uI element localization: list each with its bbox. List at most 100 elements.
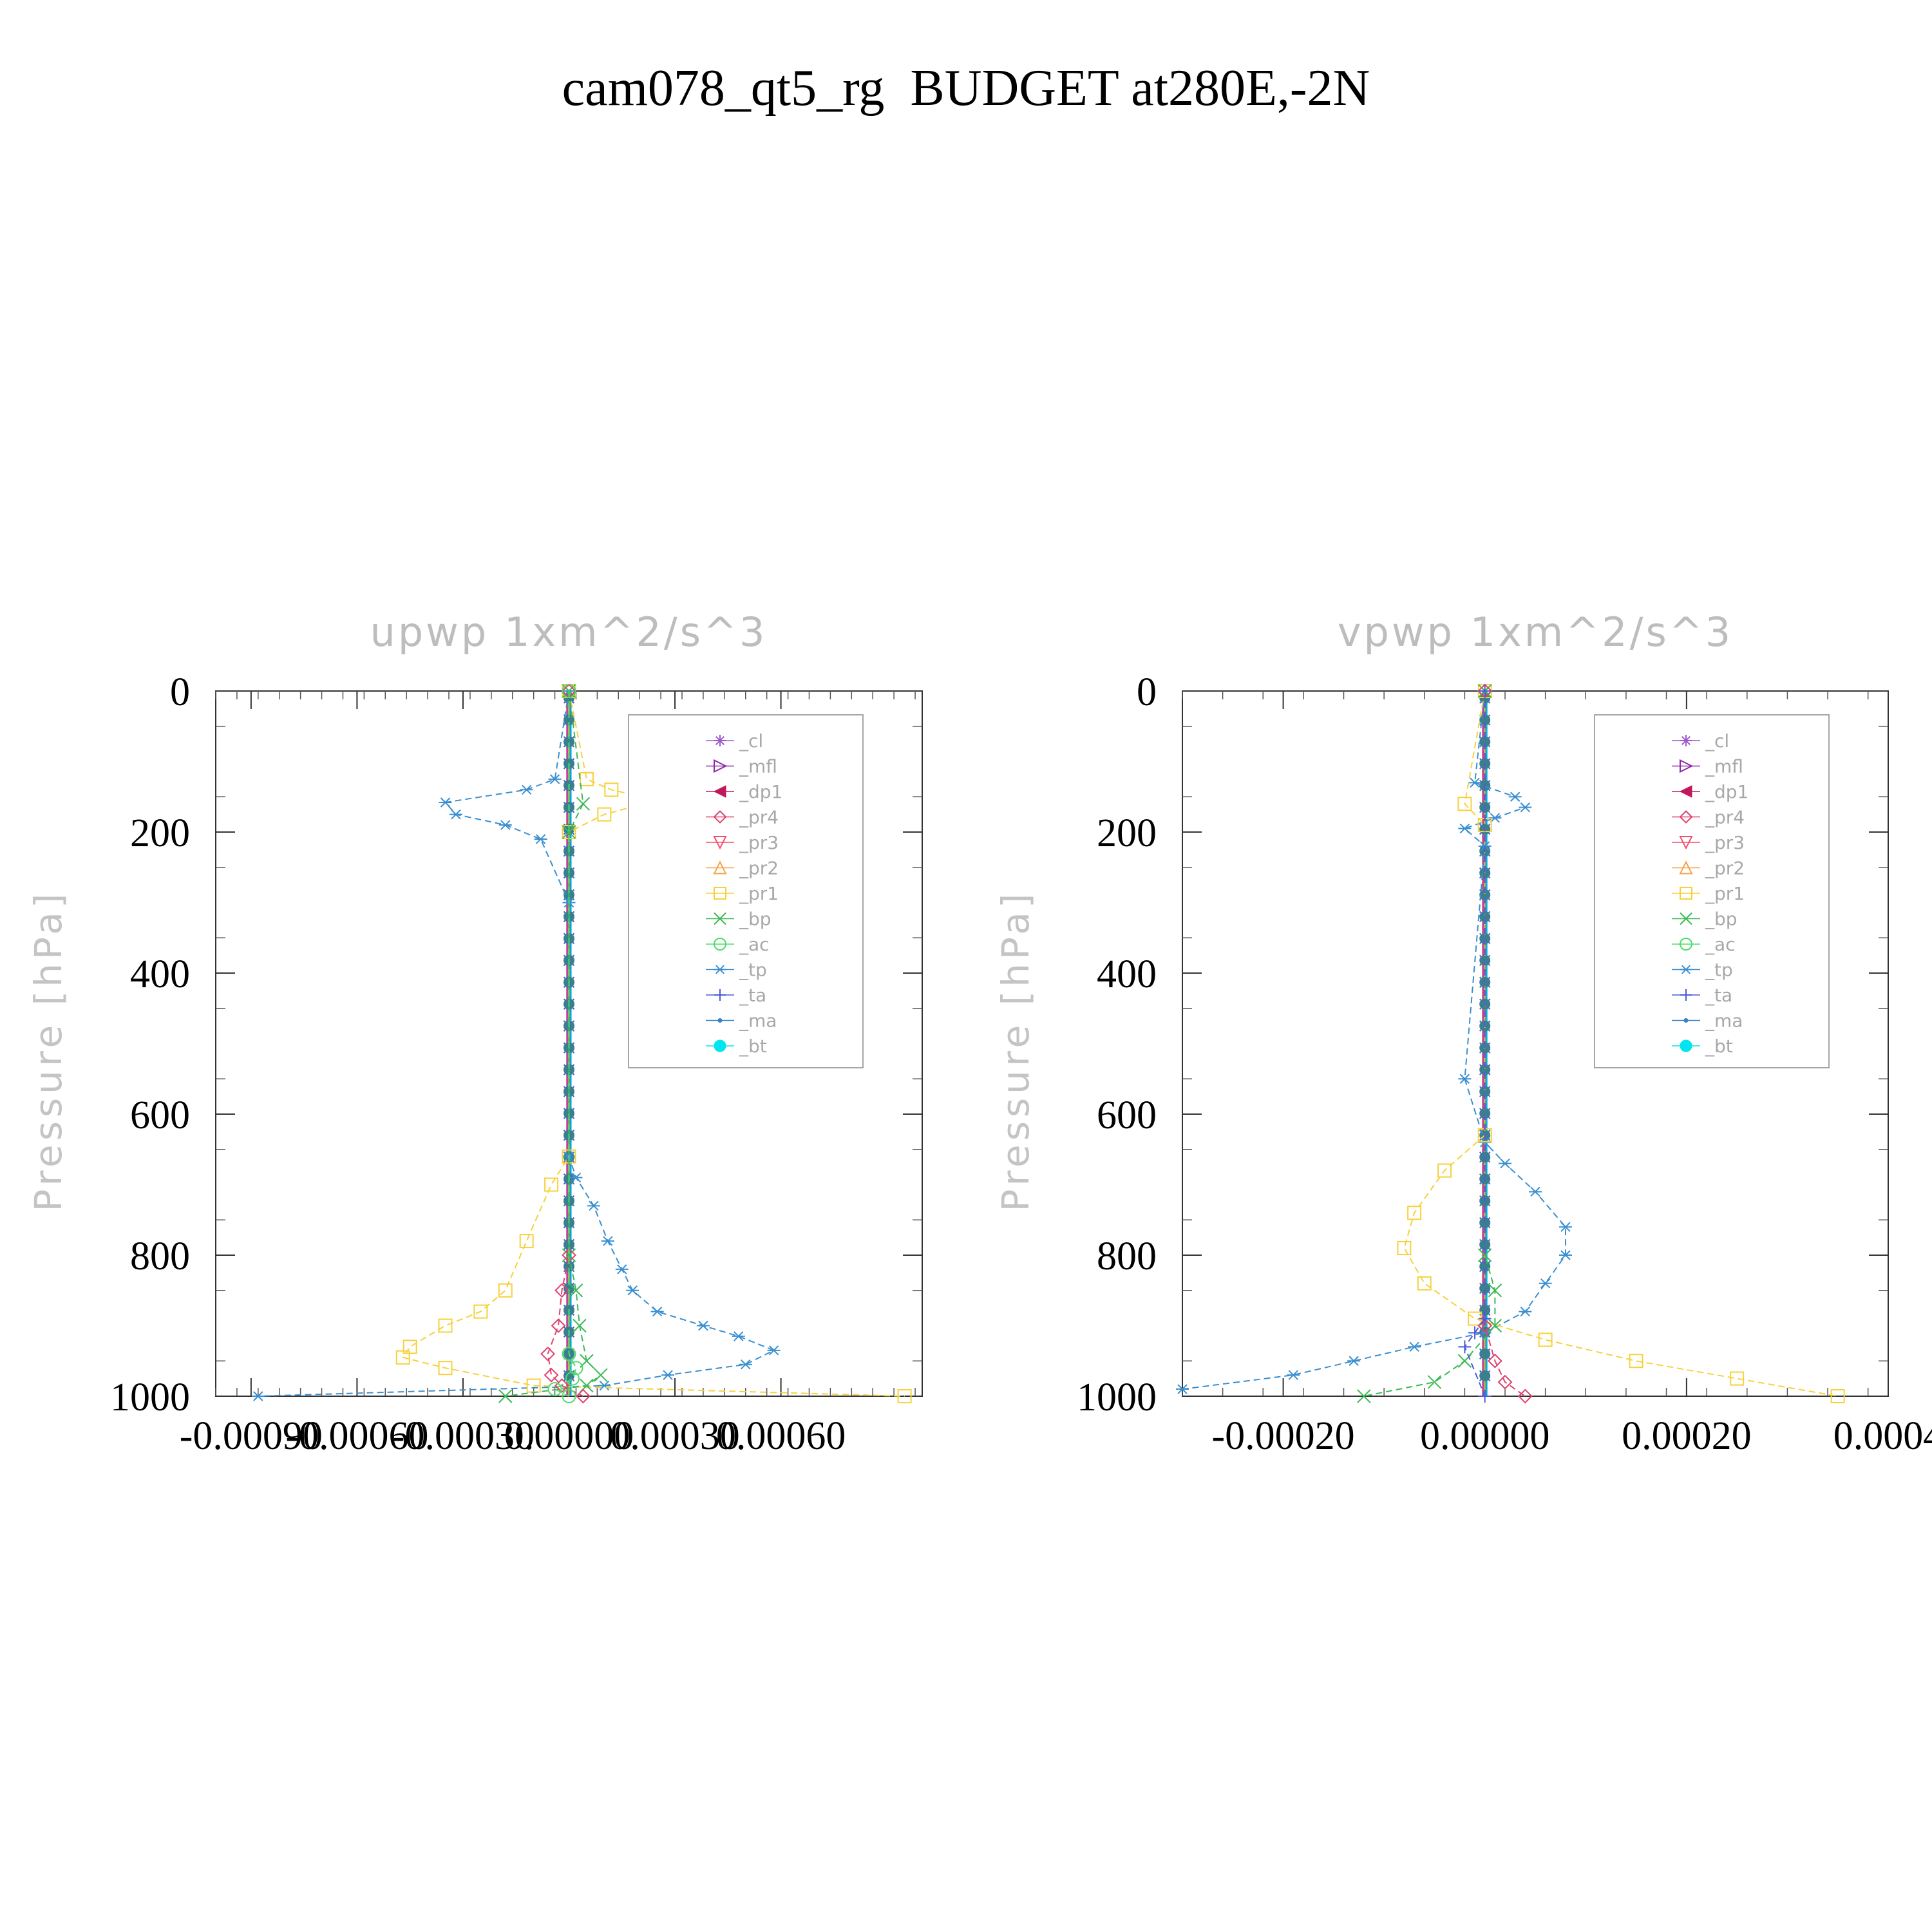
legend-marker <box>714 912 726 925</box>
data-point <box>1478 1312 1492 1325</box>
x-tick-label: 0.00000 <box>1420 1414 1550 1458</box>
x-tick-label: 0.00000 <box>504 1414 634 1458</box>
y-tick-label: 800 <box>130 1235 190 1278</box>
x-tick-label: 0.00020 <box>1622 1414 1752 1458</box>
x-tick-label: -0.00030 <box>392 1414 535 1458</box>
data-point <box>1519 802 1532 813</box>
legend-marker <box>1679 810 1693 824</box>
legend-marker <box>713 860 727 875</box>
data-point <box>1458 1340 1472 1354</box>
data-point <box>1488 1318 1502 1333</box>
data-point <box>562 1248 576 1262</box>
data-point <box>449 809 462 820</box>
legend-frame <box>1594 714 1830 1068</box>
legend-label: _ma <box>739 1010 777 1032</box>
legend-label: _pr3 <box>1705 832 1745 853</box>
legend-marker <box>1680 912 1692 925</box>
legend-label: _mfl <box>1705 756 1743 777</box>
legend-label: _mfl <box>739 756 777 777</box>
data-point <box>1407 1206 1422 1220</box>
data-point <box>1357 1389 1371 1403</box>
data-point <box>395 1350 410 1365</box>
legend-marker <box>714 887 726 900</box>
legend-marker <box>1683 1018 1689 1023</box>
legend-label: _pr2 <box>739 858 779 879</box>
data-point <box>739 1359 752 1370</box>
data-point <box>1488 1283 1502 1298</box>
profile-marker <box>1479 1370 1491 1381</box>
legend-marker <box>1679 836 1693 850</box>
data-point <box>601 1236 614 1246</box>
data-point <box>562 684 576 698</box>
legend: _cl _mfl _dp1 _pr4 _pr3 _pr2 _pr1 _bp _ac _tp _ta _… <box>1594 714 1830 1068</box>
panel-title: vpwp 1xm^2/s^3 <box>1338 609 1733 656</box>
legend-marker <box>1679 860 1693 875</box>
data-point <box>587 1200 600 1211</box>
data-point <box>1347 1356 1361 1366</box>
data-point <box>1487 1353 1502 1368</box>
page-title: cam078_qt5_rg BUDGET at280E,-2N <box>562 60 1370 117</box>
data-point <box>1427 1375 1442 1389</box>
data-point <box>1478 1248 1492 1262</box>
data-point <box>1529 1186 1542 1197</box>
data-point <box>551 1318 566 1333</box>
data-point <box>544 1367 559 1383</box>
legend-label: _ta <box>1705 985 1732 1006</box>
data-point <box>438 1318 453 1333</box>
data-point <box>569 1283 583 1298</box>
panel-2: vpwp 1xm^2/s^3 Pressure [hPa] 0 200 400 600 80… <box>994 609 1932 1458</box>
legend-label: _dp1 <box>1705 781 1748 802</box>
series-line <box>505 690 602 1397</box>
data-point <box>540 1346 556 1361</box>
legend-label: _ma <box>1705 1010 1743 1032</box>
data-point <box>626 1285 639 1296</box>
x-tick-label: -0.00090 <box>180 1414 323 1458</box>
legend-label: _pr4 <box>1705 807 1745 828</box>
legend-label: _tp <box>1705 960 1733 981</box>
data-point <box>520 784 533 795</box>
legend-label: _tp <box>739 960 767 981</box>
data-point <box>562 1347 576 1361</box>
series-line <box>1182 690 1566 1390</box>
legend-label: _cl <box>739 730 763 752</box>
y-tick-label: 400 <box>1097 952 1157 996</box>
data-point <box>1519 1306 1532 1317</box>
data-point <box>534 834 547 844</box>
data-point <box>579 772 594 786</box>
legend-label: _bp <box>1705 909 1738 930</box>
legend-marker <box>713 785 726 798</box>
data-point <box>473 1304 488 1319</box>
data-point <box>1397 1241 1412 1256</box>
data-point <box>1538 1332 1553 1347</box>
series-line <box>553 691 577 1397</box>
data-point <box>547 1382 562 1397</box>
data-point <box>615 1264 629 1274</box>
data-point <box>569 1361 583 1376</box>
data-point <box>498 820 512 830</box>
data-point <box>1558 1250 1572 1260</box>
data-point <box>1629 1354 1643 1368</box>
data-point <box>438 1361 453 1376</box>
data-point <box>598 1380 611 1391</box>
data-point <box>1437 1163 1452 1178</box>
x-tick-label: 0.00060 <box>716 1414 846 1458</box>
data-point <box>1508 791 1522 802</box>
legend-marker <box>713 810 727 824</box>
data-point <box>1408 1341 1421 1352</box>
legend-marker <box>1680 989 1692 1001</box>
panel-title: upwp 1xm^2/s^3 <box>370 609 768 656</box>
data-point <box>519 1234 534 1249</box>
legend-marker <box>1680 938 1692 951</box>
y-tick-label: 600 <box>130 1094 190 1137</box>
x-tick-label: 0.00030 <box>610 1414 740 1458</box>
data-point <box>732 1331 745 1341</box>
series-bp <box>498 684 608 1403</box>
legend-label: _bt <box>739 1036 767 1057</box>
legend-label: _cl <box>1705 730 1729 752</box>
y-tick-label: 200 <box>1097 811 1157 855</box>
legend-marker <box>1680 887 1692 900</box>
legend-marker <box>714 989 726 1001</box>
data-point <box>1287 1370 1300 1380</box>
y-tick-label: 800 <box>1097 1235 1157 1278</box>
legend-marker <box>1679 785 1692 798</box>
